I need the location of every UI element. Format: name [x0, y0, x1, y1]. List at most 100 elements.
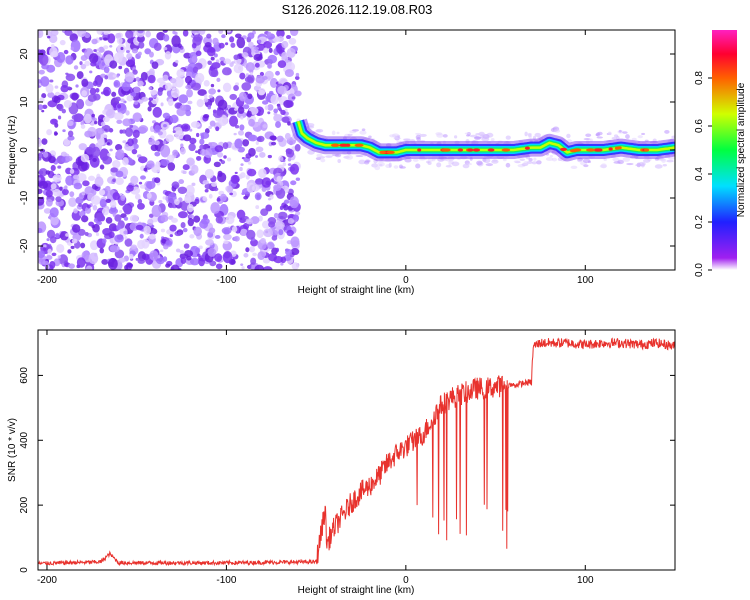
noise-blob [260, 237, 266, 244]
noise-blob [262, 124, 268, 129]
noise-blob [103, 66, 110, 74]
noise-blob [130, 175, 139, 185]
ridge-halo-blob [337, 159, 341, 164]
noise-blob [283, 199, 290, 204]
noise-blob [161, 238, 167, 244]
noise-blob [109, 60, 118, 69]
ridge-halo-blob [612, 157, 620, 162]
noise-blob [284, 69, 294, 77]
noise-blob [120, 46, 124, 51]
noise-blob [148, 213, 154, 218]
ridge-halo-blob [583, 138, 591, 141]
noise-blob [124, 235, 128, 240]
noise-blob [67, 249, 72, 254]
ridge-hotspot [487, 148, 495, 152]
noise-blob [200, 217, 210, 225]
noise-blob [262, 266, 273, 270]
ridge-halo-blob [388, 162, 392, 168]
noise-blob [148, 51, 154, 58]
noise-blob [191, 30, 201, 35]
noise-blob [186, 157, 195, 166]
ridge-halo-blob [600, 163, 607, 169]
noise-blob [114, 96, 121, 102]
ridge-halo-blob [316, 153, 323, 158]
noise-blob [84, 60, 91, 67]
noise-blob [112, 160, 121, 169]
colorbar-tick-label: 0.4 [694, 167, 705, 181]
noise-blob [101, 61, 106, 66]
noise-blob [207, 105, 212, 110]
noise-blob [72, 224, 81, 233]
noise-blob [133, 86, 141, 94]
ridge-halo-blob [415, 132, 422, 135]
noise-blob [38, 188, 43, 195]
noise-blob [172, 30, 176, 35]
noise-blob [132, 112, 142, 123]
noise-blob [222, 82, 232, 93]
ridge-halo-blob [358, 159, 366, 165]
noise-blob [211, 181, 218, 187]
noise-blob [245, 218, 253, 225]
noise-blob [99, 247, 105, 254]
noise-blob [229, 36, 235, 43]
noise-blob [202, 196, 207, 202]
noise-blob [135, 76, 140, 82]
noise-blob [132, 69, 138, 75]
ridge-halo-blob [448, 160, 452, 166]
noise-blob [180, 147, 186, 155]
noise-blob [49, 79, 54, 83]
ridge-halo-blob [583, 164, 589, 168]
noise-blob [263, 228, 274, 238]
noise-blob [102, 116, 110, 123]
noise-blob [112, 212, 116, 217]
noise-blob [71, 114, 79, 120]
noise-blob [273, 212, 279, 219]
noise-blob [262, 257, 271, 264]
noise-blob [139, 233, 144, 239]
noise-blob [78, 202, 82, 208]
noise-blob [257, 39, 262, 44]
noise-blob [277, 211, 288, 220]
ridge-halo-blob [637, 135, 643, 139]
noise-blob [107, 72, 117, 80]
noise-blob [197, 89, 207, 96]
noise-blob [264, 105, 269, 110]
noise-blob [183, 52, 192, 59]
snr-series [38, 337, 675, 567]
colorbar-label: Normalized spectral amplitude [736, 82, 747, 217]
ridge-halo-blob [613, 134, 619, 138]
noise-blob [103, 89, 110, 96]
noise-blob [221, 227, 232, 235]
noise-blob [239, 166, 243, 172]
noise-blob [116, 75, 120, 78]
noise-blob [105, 198, 112, 203]
noise-blob [64, 30, 73, 36]
noise-blob [277, 225, 281, 230]
spectrogram-ytick-label: 0 [19, 147, 30, 153]
noise-blob [239, 172, 246, 179]
noise-blob [230, 174, 240, 184]
noise-blob [175, 59, 179, 64]
noise-blob [38, 69, 45, 75]
noise-blob [289, 163, 300, 175]
noise-blob [191, 164, 199, 175]
noise-blob [41, 138, 48, 145]
noise-blob [148, 138, 155, 146]
noise-blob [43, 247, 47, 251]
noise-blob [57, 165, 62, 169]
noise-blob [137, 51, 142, 56]
noise-blob [284, 132, 291, 140]
noise-blob [124, 207, 130, 212]
noise-blob [71, 238, 78, 244]
noise-blob [216, 197, 221, 202]
noise-blob [42, 104, 48, 110]
ridge-halo-blob [505, 162, 511, 168]
ridge-halo-blob [347, 133, 353, 136]
noise-blob [46, 238, 50, 242]
ridge-hotspot [457, 148, 464, 152]
ridge-halo-blob [391, 133, 400, 138]
noise-blob [52, 174, 62, 182]
spectrogram-xtick-label: 0 [403, 275, 409, 286]
ridge-hotspot [524, 146, 530, 150]
